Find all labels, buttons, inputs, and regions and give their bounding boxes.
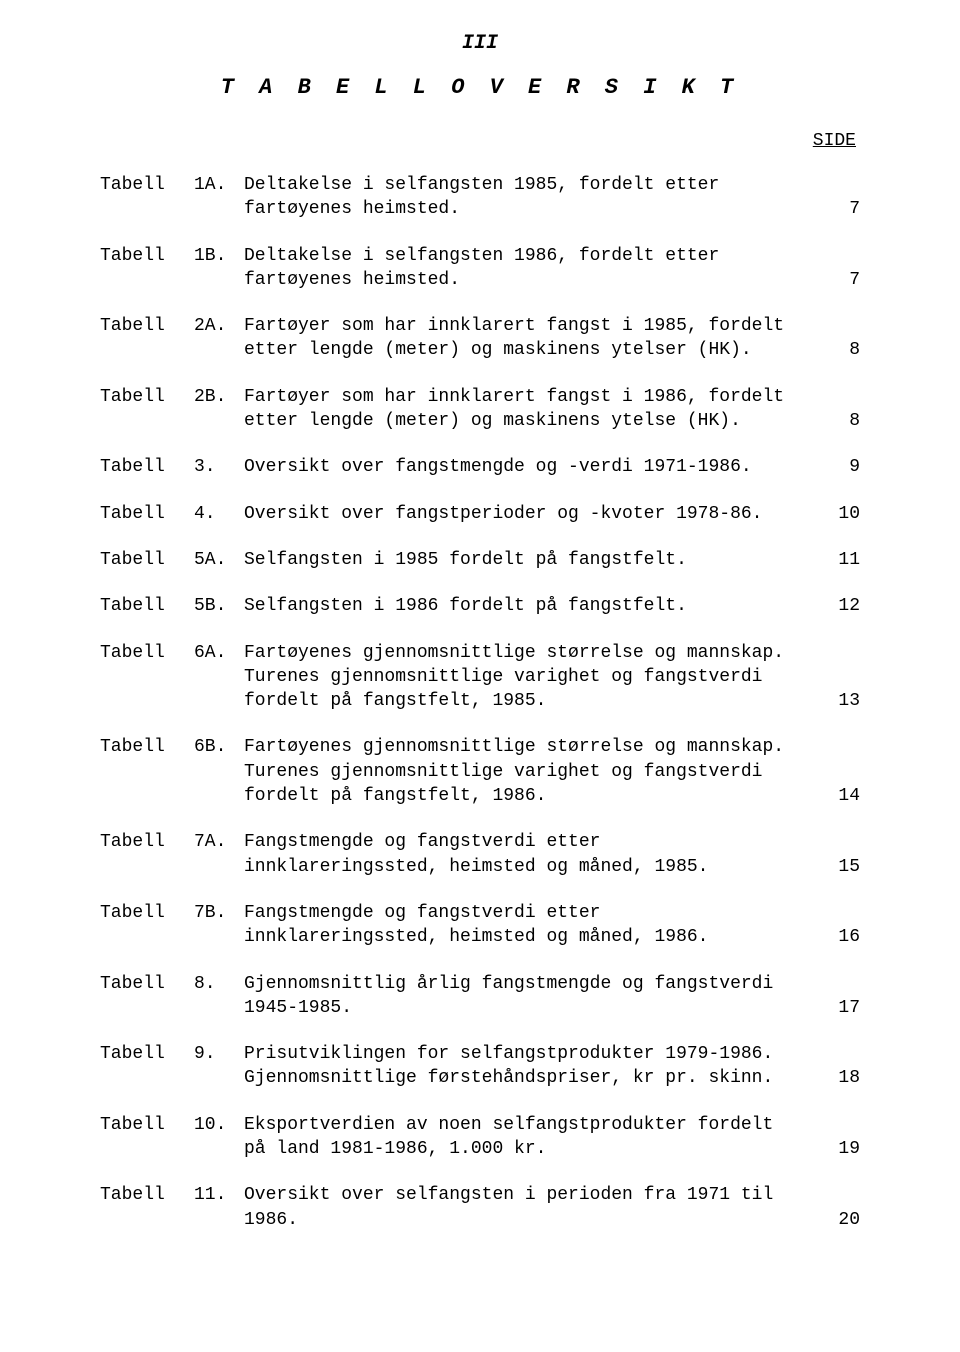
toc-entry-label: Tabell <box>100 735 194 759</box>
toc-entry: Tabell8.Gjennomsnittlig årlig fangstmeng… <box>100 972 860 1021</box>
toc-entry-label: Tabell <box>100 548 194 572</box>
toc-entry-page: 12 <box>824 594 860 618</box>
toc-entry-page: 10 <box>824 502 860 526</box>
toc-entry-description: Oversikt over selfangsten i perioden fra… <box>244 1183 824 1232</box>
toc-entry-label: Tabell <box>100 385 194 409</box>
toc-entry-id: 1B. <box>194 244 244 268</box>
toc-entry-page: 13 <box>824 689 860 713</box>
toc-entry-id: 7A. <box>194 830 244 854</box>
toc-entry-page: 9 <box>824 455 860 479</box>
toc-entry-page: 11 <box>824 548 860 572</box>
toc-entry-page: 8 <box>824 338 860 362</box>
toc-entry-description: Prisutviklingen for selfangstprodukter 1… <box>244 1042 824 1091</box>
toc-entry-page: 8 <box>824 409 860 433</box>
toc-entry-label: Tabell <box>100 1042 194 1066</box>
toc-entry-label: Tabell <box>100 641 194 665</box>
toc-entry: Tabell10.Eksportverdien av noen selfangs… <box>100 1113 860 1162</box>
toc-entry-id: 11. <box>194 1183 244 1207</box>
table-of-contents: Tabell1A.Deltakelse i selfangsten 1985, … <box>100 173 860 1232</box>
toc-entry: Tabell9.Prisutviklingen for selfangstpro… <box>100 1042 860 1091</box>
toc-entry-label: Tabell <box>100 901 194 925</box>
toc-entry-page: 19 <box>824 1137 860 1161</box>
toc-entry-description: Deltakelse i selfangsten 1985, fordelt e… <box>244 173 824 222</box>
toc-entry: Tabell2A.Fartøyer som har innklarert fan… <box>100 314 860 363</box>
toc-entry: Tabell5B.Selfangsten i 1986 fordelt på f… <box>100 594 860 618</box>
toc-entry-description: Fartøyer som har innklarert fangst i 198… <box>244 314 824 363</box>
toc-entry-description: Oversikt over fangstperioder og -kvoter … <box>244 502 824 526</box>
toc-entry-id: 2A. <box>194 314 244 338</box>
toc-entry-page: 20 <box>824 1208 860 1232</box>
toc-entry-id: 6B. <box>194 735 244 759</box>
toc-entry-id: 10. <box>194 1113 244 1137</box>
toc-entry-page: 15 <box>824 855 860 879</box>
toc-entry-id: 9. <box>194 1042 244 1066</box>
toc-entry-label: Tabell <box>100 314 194 338</box>
toc-entry-description: Fangstmengde og fangstverdi etter innkla… <box>244 830 824 879</box>
toc-entry-page: 14 <box>824 784 860 808</box>
toc-entry-id: 1A. <box>194 173 244 197</box>
toc-entry-page: 7 <box>824 197 860 221</box>
toc-entry-label: Tabell <box>100 173 194 197</box>
toc-entry: Tabell11.Oversikt over selfangsten i per… <box>100 1183 860 1232</box>
toc-entry-description: Gjennomsnittlig årlig fangstmengde og fa… <box>244 972 824 1021</box>
toc-entry-label: Tabell <box>100 502 194 526</box>
toc-entry-id: 3. <box>194 455 244 479</box>
toc-entry-page: 16 <box>824 925 860 949</box>
column-header-side: SIDE <box>100 129 860 153</box>
toc-entry-description: Fartøyer som har innklarert fangst i 198… <box>244 385 824 434</box>
toc-entry-description: Oversikt over fangstmengde og -verdi 197… <box>244 455 824 479</box>
toc-entry-description: Fartøyenes gjennomsnittlige størrelse og… <box>244 641 824 714</box>
toc-entry-id: 5B. <box>194 594 244 618</box>
toc-entry: Tabell6A.Fartøyenes gjennomsnittlige stø… <box>100 641 860 714</box>
toc-entry: Tabell1B.Deltakelse i selfangsten 1986, … <box>100 244 860 293</box>
toc-entry-id: 5A. <box>194 548 244 572</box>
toc-entry-id: 6A. <box>194 641 244 665</box>
toc-entry: Tabell7B.Fangstmengde og fangstverdi ett… <box>100 901 860 950</box>
page-number: III <box>100 30 860 57</box>
toc-entry-id: 8. <box>194 972 244 996</box>
toc-entry-description: Selfangsten i 1985 fordelt på fangstfelt… <box>244 548 824 572</box>
toc-entry: Tabell5A.Selfangsten i 1985 fordelt på f… <box>100 548 860 572</box>
toc-entry-description: Selfangsten i 1986 fordelt på fangstfelt… <box>244 594 824 618</box>
toc-entry: Tabell2B.Fartøyer som har innklarert fan… <box>100 385 860 434</box>
toc-entry-description: Fangstmengde og fangstverdi etter innkla… <box>244 901 824 950</box>
toc-entry-label: Tabell <box>100 972 194 996</box>
toc-entry-label: Tabell <box>100 830 194 854</box>
toc-entry: Tabell1A.Deltakelse i selfangsten 1985, … <box>100 173 860 222</box>
toc-entry: Tabell4.Oversikt over fangstperioder og … <box>100 502 860 526</box>
toc-entry-label: Tabell <box>100 455 194 479</box>
toc-entry-description: Eksportverdien av noen selfangstprodukte… <box>244 1113 824 1162</box>
toc-entry-page: 7 <box>824 268 860 292</box>
toc-entry-description: Fartøyenes gjennomsnittlige størrelse og… <box>244 735 824 808</box>
toc-entry-label: Tabell <box>100 244 194 268</box>
toc-entry-page: 18 <box>824 1066 860 1090</box>
toc-entry-description: Deltakelse i selfangsten 1986, fordelt e… <box>244 244 824 293</box>
page-title: T A B E L L O V E R S I K T <box>100 73 860 103</box>
toc-entry: Tabell6B.Fartøyenes gjennomsnittlige stø… <box>100 735 860 808</box>
toc-entry-id: 4. <box>194 502 244 526</box>
toc-entry-label: Tabell <box>100 1183 194 1207</box>
toc-entry-label: Tabell <box>100 1113 194 1137</box>
toc-entry-id: 7B. <box>194 901 244 925</box>
toc-entry-id: 2B. <box>194 385 244 409</box>
toc-entry-label: Tabell <box>100 594 194 618</box>
toc-entry: Tabell7A.Fangstmengde og fangstverdi ett… <box>100 830 860 879</box>
toc-entry-page: 17 <box>824 996 860 1020</box>
toc-entry: Tabell3.Oversikt over fangstmengde og -v… <box>100 455 860 479</box>
